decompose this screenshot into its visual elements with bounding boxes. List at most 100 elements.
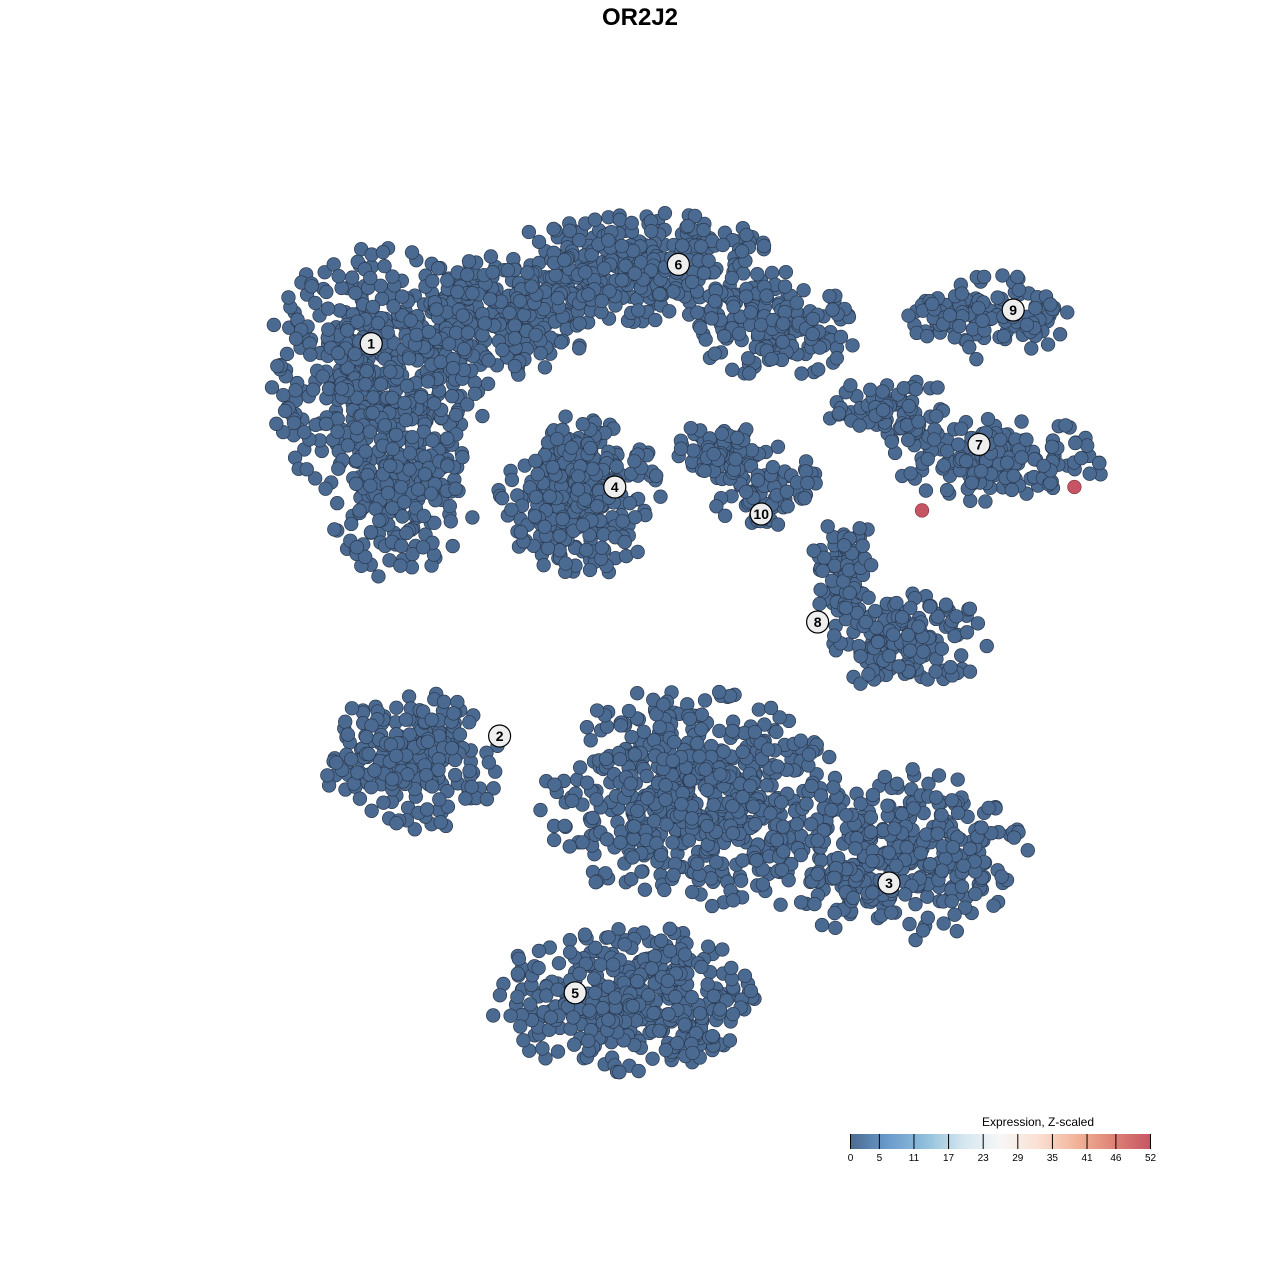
cell-point-cluster-3 [863,810,879,825]
cell-point-cluster-3 [889,858,904,873]
cell-point-cluster-2 [448,767,463,783]
cell-point-cluster-1 [415,540,431,555]
cell-point-cluster-1 [303,347,318,362]
cell-point-cluster-2 [432,792,447,807]
cell-point-cluster-7 [875,384,890,399]
cell-point-cluster-3 [898,887,913,902]
cell-point-cluster-6 [666,284,681,299]
cell-point-cluster-2 [400,767,415,782]
cell-point-cluster-6 [743,305,758,320]
cell-point-cluster-1 [327,522,342,537]
cell-point-cluster-5 [511,951,527,967]
cell-point-cluster-6 [562,223,577,238]
cell-point-cluster-3 [920,910,935,925]
cell-point-cluster-10 [717,508,733,523]
cell-point-cluster-5 [658,792,673,807]
cell-point-cluster-5 [607,990,623,1005]
cell-point-cluster-1 [276,387,291,403]
cell-point-cluster-2 [352,791,368,806]
cell-point-cluster-10 [714,426,729,441]
cell-point-cluster-5 [666,867,681,883]
cell-point-cluster-6 [759,288,774,303]
cell-point-cluster-1 [330,345,346,361]
cell-point-cluster-10 [686,443,701,458]
cell-point-cluster-5 [694,707,709,722]
cell-point-cluster-1 [460,325,476,340]
cell-point-cluster-4 [540,541,556,556]
cell-point-cluster-7 [964,475,980,490]
cell-point-cluster-5 [535,1041,550,1056]
cell-point-cluster-5 [690,736,705,751]
cell-point-cluster-8 [881,648,897,664]
cell-point-cluster-5 [824,802,839,818]
cell-point-cluster-7 [920,451,935,467]
cell-point-cluster-5 [627,819,642,834]
cell-point-cluster-1 [269,416,284,431]
cell-point-cluster-1 [321,322,336,337]
cell-point-cluster-1 [279,346,295,362]
cell-point-cluster-1 [502,305,517,321]
cell-point-cluster-1 [332,303,347,318]
cell-point-cluster-1 [403,313,418,328]
cell-point-cluster-10 [709,499,724,514]
cell-point-cluster-9 [976,269,992,285]
cell-point-cluster-5 [589,792,604,807]
cell-point-cluster-6 [750,267,765,282]
cell-point-cluster-5 [588,875,603,890]
cell-point-cluster-5 [706,988,721,1004]
cell-point-cluster-2 [389,700,404,715]
cell-point-cluster-1 [347,346,362,362]
cell-point-cluster-1 [385,500,400,516]
cell-point-cluster-4 [575,517,590,533]
cell-point-cluster-4 [630,544,645,560]
colorbar-tick-label: 41 [1081,1153,1093,1164]
cell-point-cluster-5 [759,778,774,793]
cell-point-cluster-5 [746,799,761,814]
cell-point-cluster-1 [393,558,408,573]
cell-point-cluster-5 [636,724,651,739]
cell-point-cluster-1 [363,524,379,540]
colorbar [850,1134,1151,1149]
cell-point-cluster-6 [644,224,659,239]
cell-point-cluster-1 [427,396,442,411]
cell-point-cluster-5 [510,966,525,981]
cell-point-cluster-7 [863,382,878,397]
cell-point-cluster-5 [662,921,677,936]
cell-point-cluster-5 [562,839,577,854]
cell-point-cluster-1 [440,458,455,473]
cell-point-cluster-8 [827,628,842,643]
cell-point-cluster-3 [773,897,788,912]
cell-point-cluster-1 [475,408,490,424]
cell-point-cluster-7 [1036,458,1051,474]
cell-point-cluster-3 [848,841,863,856]
cell-point-cluster-1 [318,481,333,496]
cell-point-cluster-3 [1020,843,1035,858]
cell-point-cluster-2 [424,712,439,727]
cell-point-cluster-2 [447,752,463,768]
cell-point-cluster-8 [903,600,918,616]
cell-point-cluster-5 [645,1051,660,1066]
cell-point-cluster-1 [299,462,314,477]
cell-point-cluster-9 [990,290,1005,305]
cell-point-cluster-8 [943,660,958,675]
cluster-label-2: 2 [488,724,512,748]
cell-point-cluster-5 [580,775,595,790]
cell-point-cluster-5 [598,751,614,766]
cell-point-cluster-1 [455,308,470,323]
cell-point-cluster-4 [594,540,610,555]
cell-point-cluster-2 [364,803,379,818]
cell-point-cluster-5 [550,982,565,997]
cell-point-cluster-1 [362,424,378,439]
cell-point-cluster-4 [609,459,624,474]
cell-point-cluster-4 [585,461,600,476]
cell-point-cluster-1 [401,351,417,366]
cell-point-cluster-3 [887,821,902,836]
cell-point-cluster-8 [979,638,994,654]
cell-point-cluster-5 [684,811,699,826]
cell-point-cluster-6 [693,320,708,335]
cell-point-cluster-9 [942,308,957,323]
cell-point-cluster-6 [687,208,703,224]
cell-point-cluster-5 [630,686,645,701]
cell-point-cluster-9 [971,300,986,316]
cell-point-cluster-5 [652,1023,667,1038]
